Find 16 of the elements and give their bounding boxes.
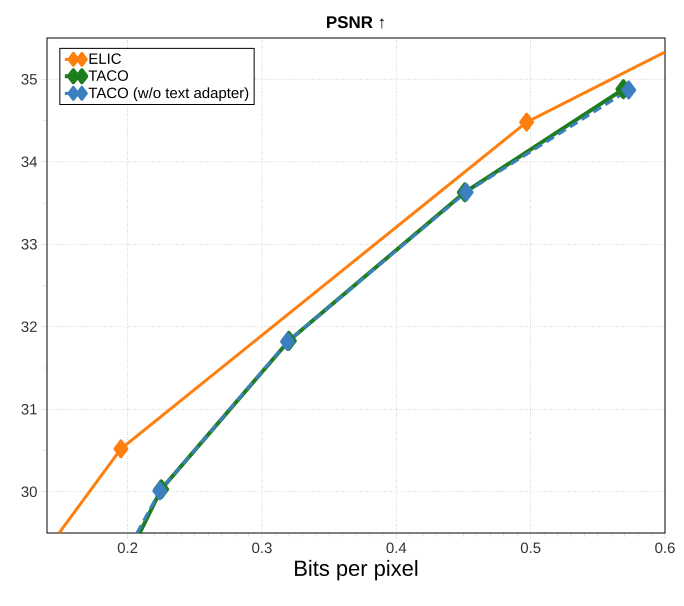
x-tick-label: 0.3 <box>252 542 272 554</box>
x-tick-label: 0.5 <box>520 542 540 554</box>
x-axis-title: Bits per pixel <box>295 560 418 580</box>
y-tick-label: 33 <box>21 238 37 250</box>
x-tick-label: 0.4 <box>386 542 406 554</box>
chart-title: PSNR ↑ <box>327 16 384 28</box>
y-tick-label: 34 <box>21 156 38 168</box>
y-tick-label: 35 <box>21 74 37 85</box>
legend-label: TACO <box>88 70 128 81</box>
y-tick-label: 31 <box>21 404 37 415</box>
x-tick-label: 0.2 <box>118 542 138 554</box>
y-tick-label: 30 <box>21 486 37 498</box>
y-tick-label: 32 <box>21 321 37 332</box>
x-tick-label: 0.6 <box>655 542 675 554</box>
legend-label: ELIC <box>90 53 121 64</box>
legend-label: TACO (w/o text adapter) <box>88 87 248 102</box>
